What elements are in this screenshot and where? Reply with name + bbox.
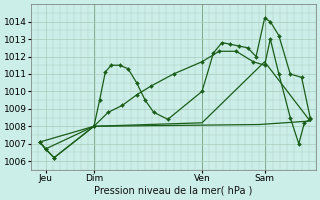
X-axis label: Pression niveau de la mer( hPa ): Pression niveau de la mer( hPa )	[94, 186, 253, 196]
